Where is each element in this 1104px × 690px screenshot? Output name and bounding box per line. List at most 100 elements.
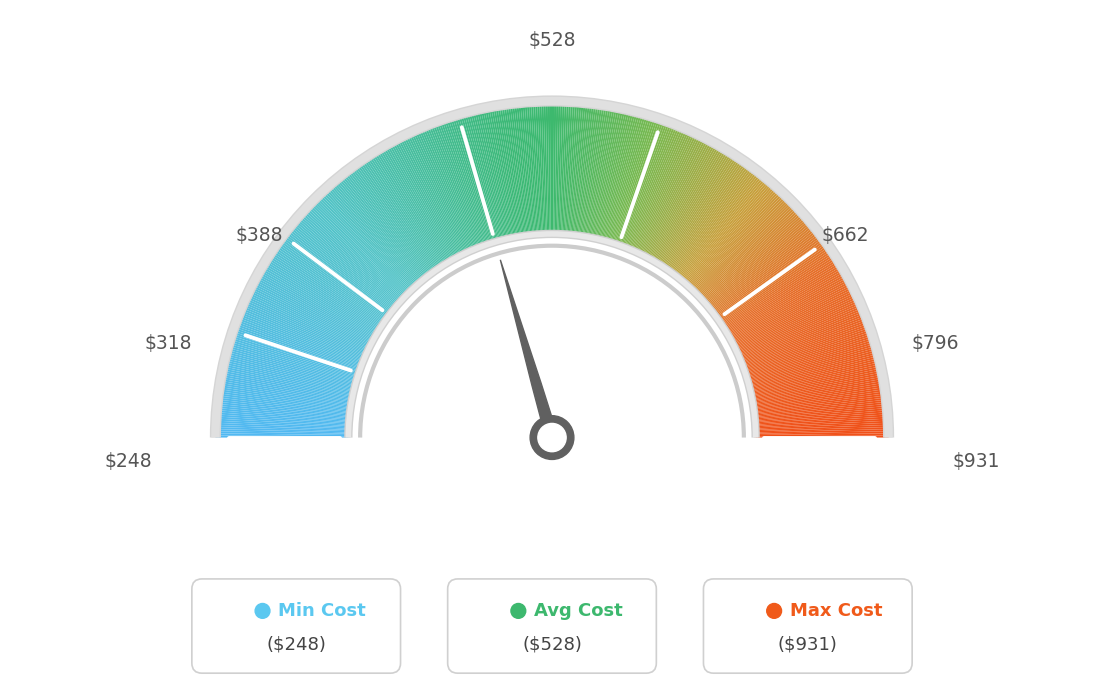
Text: Min Cost: Min Cost bbox=[278, 602, 367, 620]
Wedge shape bbox=[607, 114, 646, 244]
Wedge shape bbox=[689, 190, 783, 290]
Text: $528: $528 bbox=[528, 31, 576, 50]
Wedge shape bbox=[219, 391, 352, 411]
Wedge shape bbox=[594, 108, 624, 240]
Wedge shape bbox=[224, 358, 355, 391]
Wedge shape bbox=[264, 263, 380, 334]
Wedge shape bbox=[216, 408, 351, 421]
Wedge shape bbox=[678, 174, 763, 280]
Wedge shape bbox=[477, 109, 508, 241]
Wedge shape bbox=[298, 215, 401, 305]
Wedge shape bbox=[400, 137, 461, 257]
Wedge shape bbox=[401, 136, 463, 257]
Wedge shape bbox=[422, 126, 476, 251]
Wedge shape bbox=[224, 360, 355, 393]
Wedge shape bbox=[753, 402, 887, 417]
Wedge shape bbox=[230, 337, 359, 379]
Wedge shape bbox=[554, 101, 559, 236]
Wedge shape bbox=[638, 133, 698, 255]
Wedge shape bbox=[571, 103, 586, 237]
Text: ($248): ($248) bbox=[266, 635, 326, 653]
Wedge shape bbox=[233, 328, 361, 373]
Wedge shape bbox=[314, 198, 410, 295]
Wedge shape bbox=[702, 212, 803, 303]
Wedge shape bbox=[591, 108, 619, 239]
Wedge shape bbox=[468, 111, 503, 242]
Wedge shape bbox=[718, 245, 829, 323]
Wedge shape bbox=[268, 255, 382, 329]
Wedge shape bbox=[601, 111, 636, 242]
Wedge shape bbox=[424, 126, 477, 250]
Wedge shape bbox=[307, 206, 405, 299]
Wedge shape bbox=[750, 371, 882, 398]
Wedge shape bbox=[291, 223, 396, 310]
Wedge shape bbox=[595, 108, 626, 241]
Text: Max Cost: Max Cost bbox=[790, 602, 882, 620]
Wedge shape bbox=[220, 385, 352, 407]
Wedge shape bbox=[514, 103, 530, 237]
Wedge shape bbox=[731, 281, 851, 345]
Wedge shape bbox=[225, 356, 357, 390]
Wedge shape bbox=[516, 103, 532, 237]
Wedge shape bbox=[639, 134, 699, 256]
Wedge shape bbox=[510, 104, 528, 237]
Wedge shape bbox=[739, 308, 863, 361]
Wedge shape bbox=[388, 143, 455, 262]
Wedge shape bbox=[223, 366, 354, 396]
Wedge shape bbox=[713, 235, 821, 317]
Wedge shape bbox=[327, 186, 417, 288]
Wedge shape bbox=[656, 149, 726, 265]
Wedge shape bbox=[215, 423, 350, 430]
Wedge shape bbox=[754, 427, 889, 433]
Wedge shape bbox=[279, 238, 390, 319]
Wedge shape bbox=[446, 117, 489, 246]
Circle shape bbox=[767, 604, 782, 618]
Wedge shape bbox=[321, 190, 415, 290]
Wedge shape bbox=[215, 425, 350, 431]
Wedge shape bbox=[216, 404, 351, 419]
Wedge shape bbox=[221, 375, 353, 401]
Wedge shape bbox=[361, 159, 438, 271]
Wedge shape bbox=[567, 102, 580, 236]
Wedge shape bbox=[277, 241, 388, 321]
Wedge shape bbox=[754, 429, 889, 434]
Wedge shape bbox=[599, 110, 634, 242]
Wedge shape bbox=[630, 127, 683, 252]
Wedge shape bbox=[338, 177, 424, 282]
Wedge shape bbox=[605, 112, 641, 243]
Wedge shape bbox=[309, 203, 407, 297]
Wedge shape bbox=[699, 206, 797, 299]
Wedge shape bbox=[746, 346, 877, 384]
Wedge shape bbox=[744, 333, 873, 376]
Wedge shape bbox=[745, 342, 875, 381]
Wedge shape bbox=[250, 288, 371, 349]
Wedge shape bbox=[545, 101, 550, 236]
Wedge shape bbox=[749, 362, 881, 393]
Wedge shape bbox=[750, 366, 881, 396]
Wedge shape bbox=[413, 130, 469, 254]
Wedge shape bbox=[548, 101, 551, 235]
Wedge shape bbox=[751, 383, 884, 406]
Text: $662: $662 bbox=[821, 226, 869, 245]
Wedge shape bbox=[332, 181, 422, 284]
Wedge shape bbox=[267, 257, 382, 331]
Wedge shape bbox=[395, 139, 459, 259]
Wedge shape bbox=[700, 208, 800, 301]
Wedge shape bbox=[562, 101, 571, 236]
Wedge shape bbox=[648, 141, 714, 261]
Text: ($931): ($931) bbox=[778, 635, 838, 653]
Wedge shape bbox=[274, 246, 385, 324]
Wedge shape bbox=[259, 270, 376, 338]
Wedge shape bbox=[686, 185, 776, 287]
Wedge shape bbox=[676, 172, 760, 279]
Wedge shape bbox=[590, 107, 617, 239]
Wedge shape bbox=[689, 189, 781, 290]
Wedge shape bbox=[251, 285, 372, 347]
Wedge shape bbox=[730, 279, 850, 344]
Wedge shape bbox=[645, 139, 709, 259]
Wedge shape bbox=[217, 400, 351, 416]
Wedge shape bbox=[606, 113, 644, 244]
Wedge shape bbox=[752, 389, 885, 410]
Wedge shape bbox=[641, 136, 703, 257]
Wedge shape bbox=[735, 296, 858, 354]
